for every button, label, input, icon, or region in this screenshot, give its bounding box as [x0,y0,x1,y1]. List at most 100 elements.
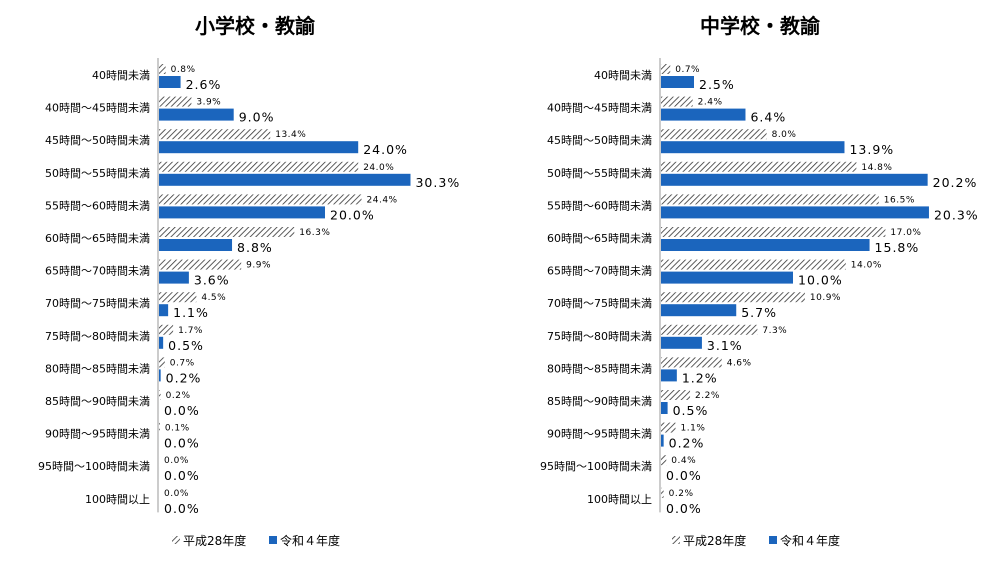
category-label: 55時間～60時間未満 [547,199,652,212]
legend-swatch-r4 [769,536,777,544]
bar-r4 [159,271,189,284]
value-label-r4: 5.7% [741,305,777,320]
bar-h28 [661,422,676,433]
value-label-h28: 0.8% [171,65,196,75]
bar-h28 [661,194,879,205]
category-label: 95時間～100時間未満 [540,460,652,473]
legend: 平成28年度 令和４年度 [672,533,840,548]
category-label: 85時間～90時間未満 [547,395,652,408]
value-label-r4: 1.2% [682,370,718,385]
value-label-h28: 2.4% [698,98,723,108]
bar-r4 [159,141,359,154]
category-label: 100時間以上 [587,493,652,506]
category-label: 90時間～95時間未満 [45,428,150,441]
bar-h28 [661,357,722,368]
value-label-r4: 8.8% [237,240,273,255]
value-label-r4: 0.0% [164,501,200,516]
bar-h28 [661,227,886,237]
value-label-h28: 2.2% [695,391,720,401]
bar-h28 [159,227,295,237]
value-label-h28: 1.7% [178,326,203,336]
bar-r4 [159,304,169,317]
value-label-r4: 20.0% [330,207,375,222]
category-label: 90時間～95時間未満 [547,428,652,441]
legend-swatch-r4 [269,536,277,544]
value-label-h28: 10.9% [810,293,841,303]
value-label-h28: 0.2% [166,391,191,401]
bar-r4 [661,304,737,317]
bar-h28 [661,96,693,107]
chart-title: 小学校・教諭 [195,14,316,38]
category-label: 80時間～85時間未満 [547,362,652,375]
bar-h28 [159,357,165,368]
bar-h28 [159,194,362,205]
value-label-r4: 0.5% [673,403,709,418]
category-label: 100時間以上 [85,493,150,506]
bar-h28 [661,292,805,303]
bar-h28 [159,390,161,400]
bar-h28 [661,455,667,466]
value-label-h28: 24.4% [367,195,398,205]
category-label: 75時間～80時間未満 [547,330,652,343]
value-label-r4: 20.2% [933,175,978,190]
bar-r4 [661,141,845,154]
bar-r4 [159,369,161,382]
value-label-h28: 0.1% [165,424,190,434]
bar-h28 [661,390,691,400]
value-label-r4: 0.0% [666,468,702,483]
bar-r4 [661,434,664,447]
value-label-h28: 4.6% [727,358,752,368]
chart-2: 中学校・教諭 40時間未満 0.7% 2.5% 40時間～45時間未満 2.4% 6.4% 4… [540,14,979,548]
category-label: 65時間～70時間未満 [547,265,652,278]
value-label-r4: 0.2% [669,436,705,451]
bar-r4 [661,239,870,251]
bar-h28 [159,96,192,107]
category-label: 40時間未満 [594,69,652,82]
bar-r4 [661,206,929,219]
value-label-h28: 13.4% [275,130,306,140]
value-label-r4: 24.0% [363,142,408,157]
category-label: 40時間～45時間未満 [547,102,652,115]
category-label: 65時間～70時間未満 [45,265,150,278]
value-label-h28: 8.0% [772,130,797,140]
category-label: 50時間～55時間未満 [547,167,652,180]
chart-1: 小学校・教諭 40時間未満 0.8% 2.6% 40時間～45時間未満 3.9% 9.0% 4… [38,14,459,548]
category-label: 60時間～65時間未満 [547,232,652,245]
bar-r4 [159,206,325,219]
bar-r4 [159,336,164,349]
value-label-r4: 6.4% [750,110,786,125]
value-label-h28: 4.5% [201,293,226,303]
bar-h28 [159,129,271,140]
value-label-r4: 0.5% [168,338,204,353]
legend-label-r4: 令和４年度 [280,533,340,548]
value-label-h28: 0.0% [164,456,189,466]
value-label-h28: 7.3% [762,326,787,336]
bar-h28 [661,259,846,270]
value-label-h28: 3.9% [196,98,221,108]
bar-r4 [661,271,793,284]
value-label-r4: 0.0% [164,403,200,418]
chart-title: 中学校・教諭 [700,14,821,38]
bar-h28 [661,129,767,140]
legend-swatch-h28 [672,536,680,544]
value-label-h28: 0.2% [669,489,694,499]
value-label-r4: 0.0% [666,501,702,516]
category-label: 45時間～50時間未満 [45,134,150,147]
category-label: 60時間～65時間未満 [45,232,150,245]
value-label-h28: 17.0% [890,228,921,238]
legend-label-h28: 平成28年度 [183,533,246,548]
category-label: 80時間～85時間未満 [45,362,150,375]
bar-h28 [159,324,174,335]
value-label-h28: 16.5% [884,195,915,205]
value-label-h28: 14.0% [851,261,882,271]
category-label: 40時間～45時間未満 [45,102,150,115]
value-label-r4: 0.0% [164,468,200,483]
category-label: 70時間～75時間未満 [547,297,652,310]
category-label: 50時間～55時間未満 [45,167,150,180]
value-label-r4: 20.3% [934,207,979,222]
bar-r4 [661,76,694,88]
category-label: 85時間～90時間未満 [45,395,150,408]
bar-h28 [661,161,857,172]
legend-label-h28: 平成28年度 [683,533,746,548]
value-label-h28: 1.1% [681,424,706,434]
